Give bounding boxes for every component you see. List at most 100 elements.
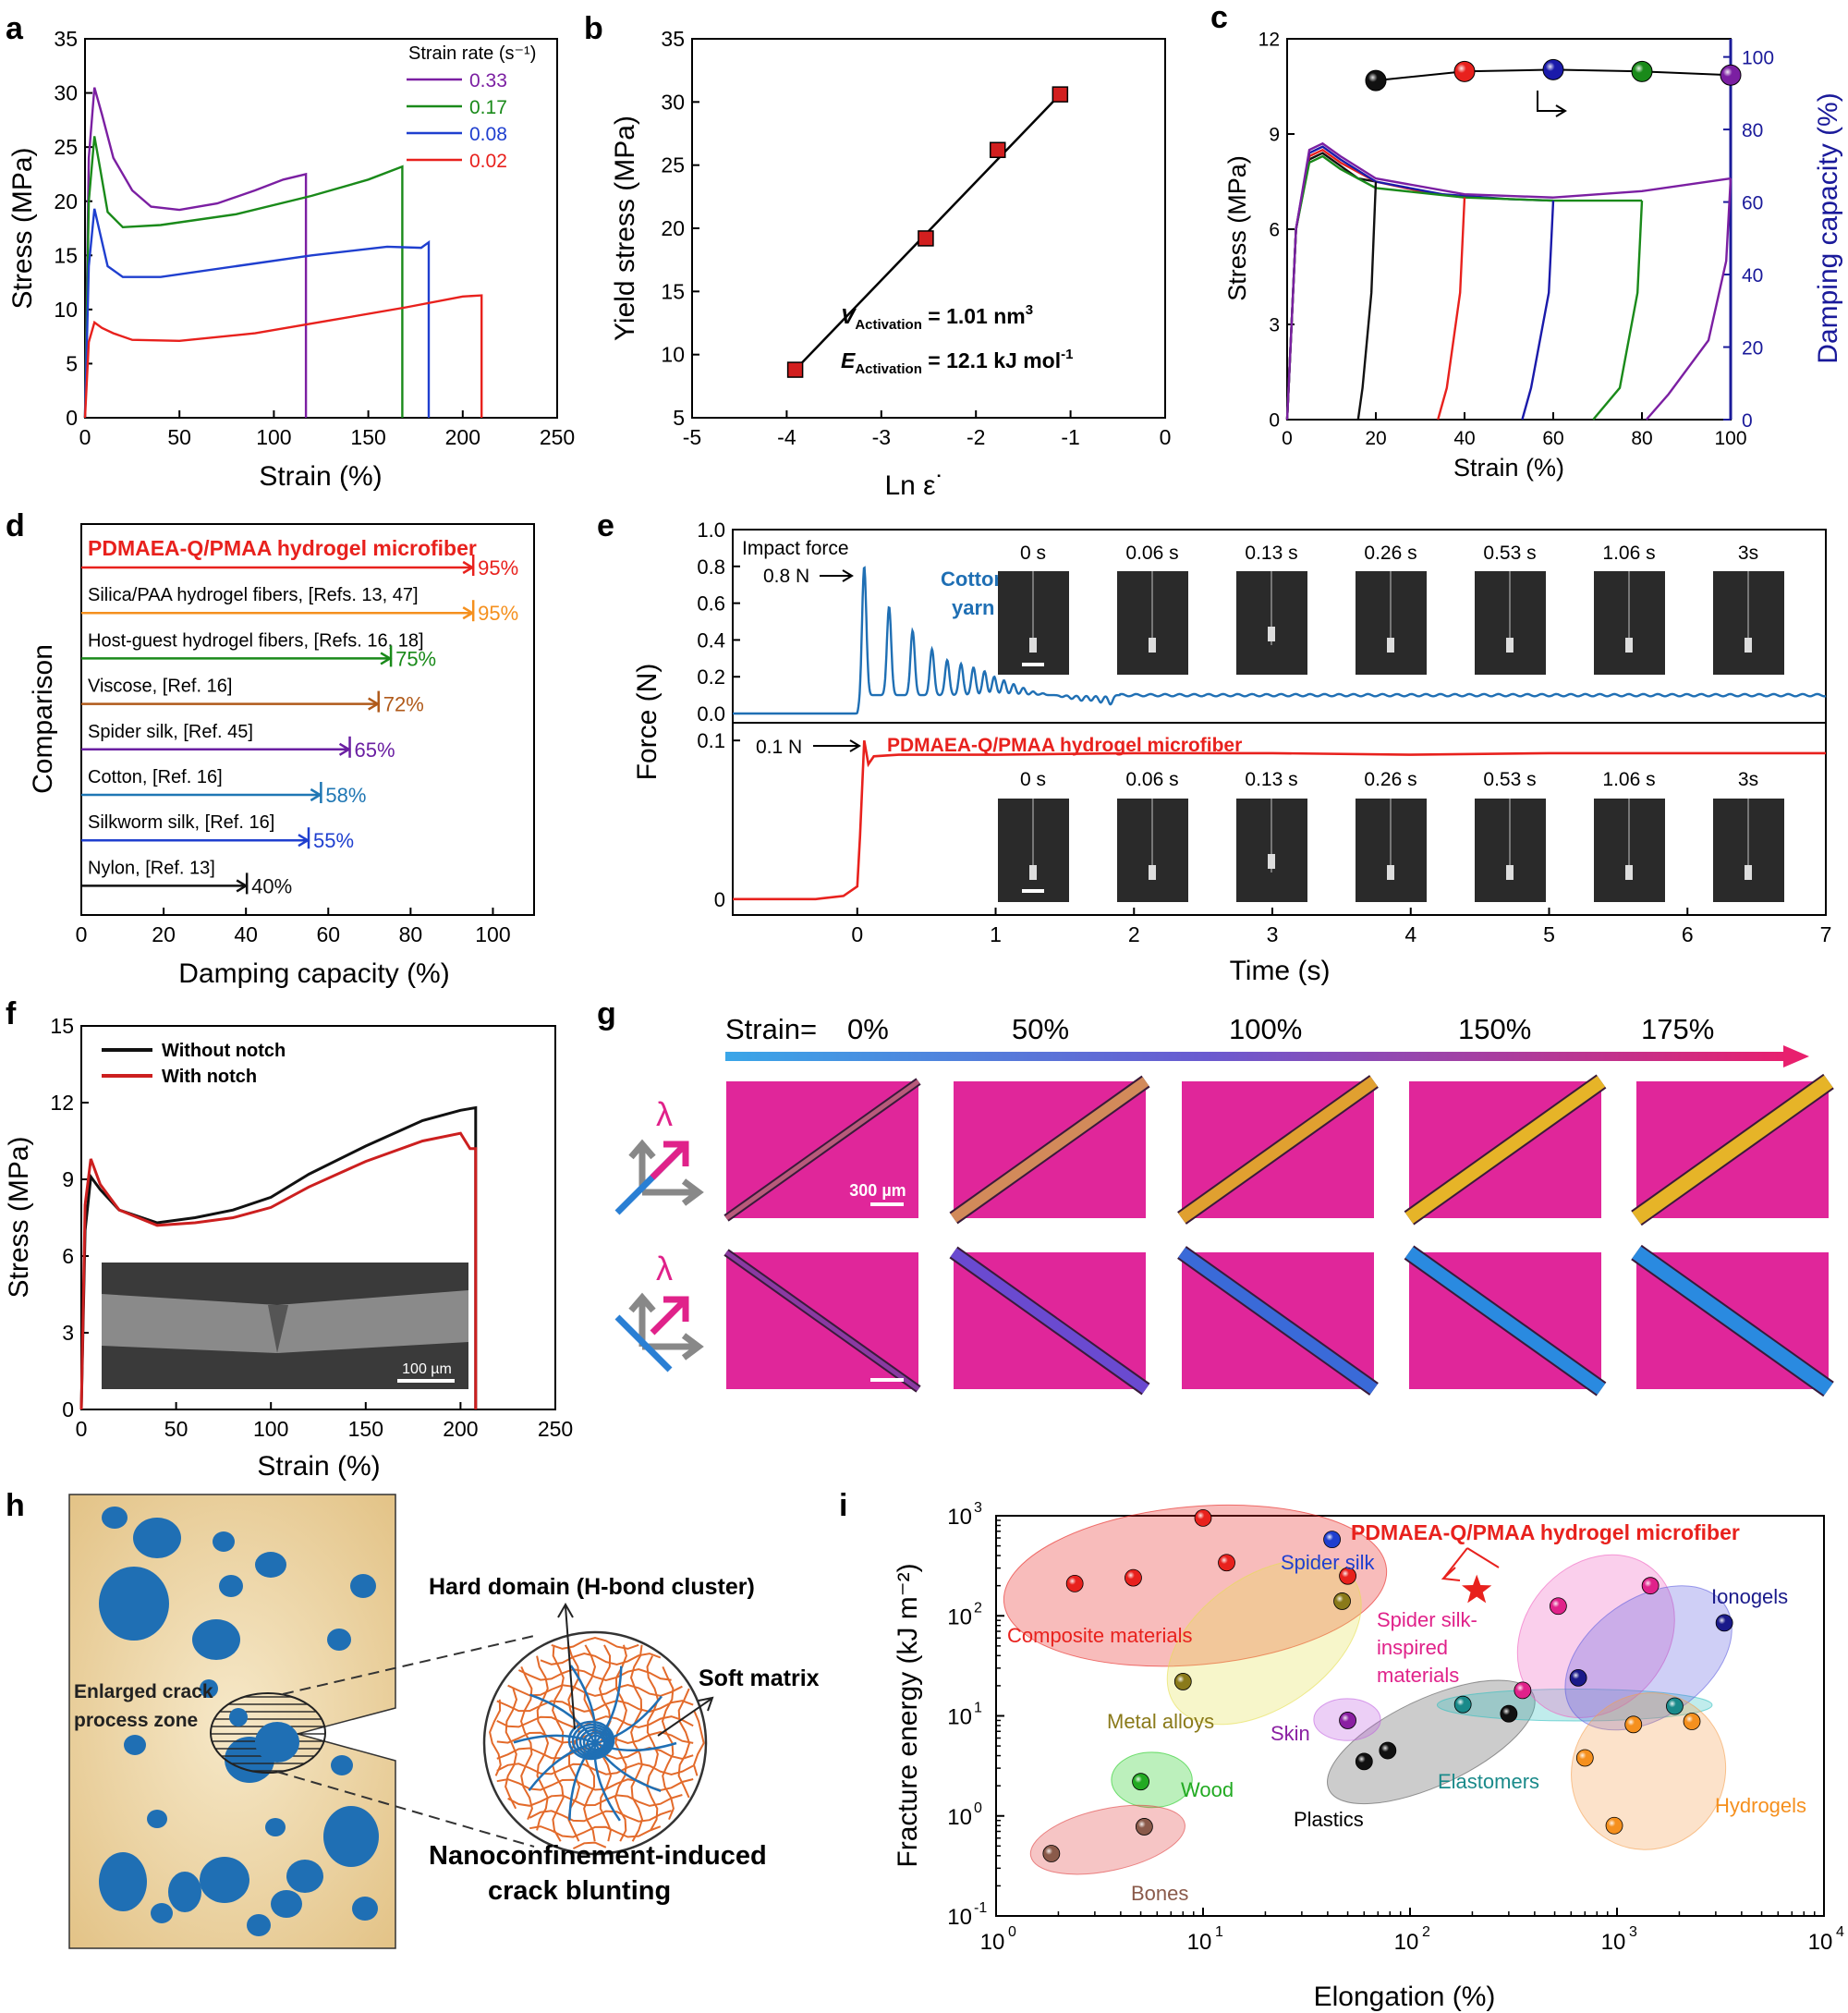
frame-time-bottom: 0.06 s (1125, 769, 1178, 790)
frame-time-bottom: 0 s (1020, 769, 1046, 790)
x-tick-label: 10 (1394, 1930, 1419, 1955)
data-point-shine (1174, 1673, 1192, 1690)
strain-label: Strain= (725, 1013, 817, 1045)
panel-g: Strain= 0% 50% 100% 150% 175% 300 µm λ λ (614, 1013, 1834, 1397)
y-axis-label: Yield stress (MPa) (610, 116, 640, 341)
x-tick-label: -4 (777, 425, 796, 449)
panel-letter-i: i (839, 1488, 847, 1523)
data-point-shine (1356, 1752, 1373, 1770)
x-tick-label: 50 (164, 1417, 188, 1441)
legend-label: 0.17 (469, 97, 507, 118)
soft-matrix-chain (496, 1699, 694, 1714)
frame-time-top: 1.06 s (1602, 543, 1655, 564)
y-tick-label: 12 (1258, 29, 1280, 50)
y-tick-exponent: -1 (974, 1900, 987, 1916)
data-point-shine (1333, 1592, 1351, 1610)
group-label: Plastics (1294, 1808, 1364, 1831)
hanging-weight (1745, 865, 1752, 880)
chart-a: 0 50 100 150 200 250 0 5 10 15 20 25 30 35 Strain (%) S… (7, 27, 575, 492)
strain-gradient-arrow (725, 1052, 1790, 1061)
hard-domain-label: Hard domain (H-bond cluster) (429, 1574, 755, 1600)
panel-letter-g: g (597, 996, 616, 1031)
hard-domain-chain (594, 1741, 677, 1752)
y2-tick-label: 80 (1742, 120, 1763, 141)
hard-domain-blob (99, 1852, 147, 1911)
soft-matrix-arrow (657, 1698, 712, 1737)
x-tick-label: 0 (79, 425, 91, 449)
data-point-shine (1136, 1818, 1153, 1836)
data-point-shine (1042, 1845, 1060, 1862)
unloading-curve (1645, 178, 1732, 421)
y2-tick-label: 0 (1742, 410, 1753, 432)
data-point-shine (1684, 1713, 1701, 1730)
x-tick-label: 40 (234, 922, 258, 946)
frame-time-bottom: 3s (1738, 769, 1758, 790)
loading-curve (1285, 145, 1554, 421)
y-tick-label: 35 (661, 27, 685, 51)
hard-domain-blob (350, 1574, 376, 1598)
group-region (1029, 1804, 1185, 1875)
x-tick-label: 150 (348, 1417, 383, 1441)
group-region (1003, 1504, 1388, 1667)
x-tick-label: 10 (1187, 1930, 1212, 1955)
legend-label: 0.02 (469, 151, 507, 172)
e-value: = 12.1 kJ mol (922, 348, 1061, 372)
x-tick-label: 100 (475, 922, 510, 946)
y-tick-label: 0.2 (697, 665, 725, 689)
frame-time-bottom: 1.06 s (1602, 769, 1655, 790)
hard-domain-arrow (565, 1605, 576, 1730)
impact-value-bottom: 0.1 N (756, 737, 802, 758)
x-tick-label: 100 (256, 425, 291, 449)
panel-letter-f: f (6, 996, 17, 1031)
hard-domain-blob (200, 1679, 218, 1698)
damping-point-shine (1632, 61, 1652, 82)
fiber-bottom (724, 1250, 920, 1392)
y-axis-label: Damping capacity (%) (1813, 92, 1843, 363)
data-point-shine (1500, 1705, 1517, 1723)
soft-matrix-chain (489, 1699, 502, 1776)
bar-label: Silica/PAA hydrogel fibers, [Refs. 13, 4… (88, 585, 419, 605)
y-tick-label: 9 (62, 1167, 74, 1191)
data-point-shine (1195, 1509, 1211, 1527)
panel-letter-a: a (6, 11, 24, 46)
group-label: Skin (1270, 1722, 1310, 1745)
polarizer-icon-top: λ (614, 1095, 704, 1215)
hbond-cluster (571, 1723, 614, 1759)
legend-label: With notch (162, 1067, 257, 1087)
fiber-top (1178, 1076, 1378, 1224)
y-axis-label: Comparison (28, 644, 58, 794)
x-tick-label: 0 (1160, 425, 1172, 449)
x-axis-label: Strain (%) (257, 1451, 380, 1482)
y-tick-label: 10 (947, 1604, 972, 1629)
hard-domain-chain (594, 1695, 663, 1745)
x-tick-label: 0 (851, 922, 863, 946)
hard-domain-blob (352, 1897, 378, 1921)
scale-bar-bottom (870, 1378, 904, 1382)
hard-domain-blob (151, 1903, 173, 1923)
fiber-image (102, 1290, 468, 1353)
hanging-weight (1149, 865, 1156, 880)
hard-domain-blob (265, 1818, 286, 1836)
series-line-0.08 (83, 208, 431, 419)
x-axis-label: Elongation (%) (1314, 1982, 1496, 2012)
fiber-top (1632, 1075, 1833, 1225)
group-label: Wood (1181, 1778, 1234, 1801)
soft-matrix-chain (692, 1710, 705, 1776)
hanging-weight (1387, 638, 1394, 653)
y-tick-exponent: 0 (974, 1800, 982, 1816)
group-label: Hydrogels (1715, 1794, 1806, 1817)
data-point-shine (1066, 1575, 1084, 1592)
group-label: Metal alloys (1107, 1710, 1214, 1733)
panel-letter-h: h (6, 1488, 25, 1523)
x-tick-label: 250 (540, 425, 575, 449)
hanging-weight (1268, 627, 1275, 641)
soft-matrix-chain (661, 1665, 675, 1820)
frame-time-top: 0.53 s (1483, 543, 1536, 564)
x-axis-label: Time (s) (1230, 956, 1331, 986)
damping-point-shine (1543, 59, 1563, 80)
data-point-shine (1339, 1712, 1356, 1729)
y-tick-exponent: 2 (974, 1600, 982, 1616)
group-region (1111, 1751, 1193, 1809)
data-point-shine (1666, 1698, 1684, 1715)
